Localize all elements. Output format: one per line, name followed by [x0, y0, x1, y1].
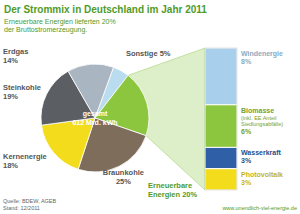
chart: Der Strommix in Deutschland im Jahr 2011…	[0, 0, 300, 214]
series-name: Wasserkraft	[241, 149, 281, 156]
subtitle: Erneuerbare Energien lieferten 20%der Br…	[4, 18, 116, 34]
center-label-line: 612 Mrd. kWh	[72, 119, 117, 126]
slice-label: Steinkohle19%	[3, 83, 41, 101]
series-label: Wasserkraft3%	[241, 149, 281, 164]
series-label: Biomasse(inkl. EE AnteilSiedlungsabfälle…	[241, 107, 283, 135]
series-label: Windenergie8%	[241, 50, 283, 65]
slice-value: 25%	[116, 177, 131, 186]
series-label: Photovoltaik3%	[241, 171, 283, 186]
slice-value: 14%	[3, 56, 18, 65]
slice-label: Braunkohle25%	[103, 168, 144, 186]
series-value: 6%	[241, 128, 252, 135]
date-note: Stand: 12/2011	[3, 205, 40, 211]
series-value: 3%	[241, 179, 252, 186]
slice-label: Sonstige 5%	[126, 49, 171, 58]
pie-slice	[68, 64, 113, 118]
center-label-line: gesamt	[83, 110, 108, 118]
slice-name: Braunkohle	[103, 168, 144, 177]
series-name: Siedlungsabfälle)	[241, 121, 283, 127]
slice-value: 5%	[160, 49, 171, 58]
series-name: Biomasse	[241, 107, 274, 114]
slice-value: 20%	[182, 190, 197, 199]
series-name: Windenergie	[241, 50, 283, 58]
bar-range-frame	[205, 48, 237, 190]
bar-group	[205, 48, 237, 190]
series-name: Photovoltaik	[241, 171, 283, 178]
slice-name: Steinkohle	[3, 83, 41, 92]
bar-segment	[205, 147, 237, 168]
pie	[41, 64, 149, 172]
subtitle-line: Erneuerbare Energien lieferten 20%	[4, 18, 116, 26]
center-label: gesamt612 Mrd. kWh	[72, 110, 117, 126]
slice-value: 18%	[3, 161, 18, 170]
slice-value: 19%	[3, 92, 18, 101]
series-value: 3%	[241, 157, 252, 164]
slice-name: Kernenergie	[3, 152, 47, 161]
slice-label: Erdgas14%	[3, 47, 28, 65]
series-value: 8%	[241, 58, 252, 65]
subtitle-line: der Bruttostromerzeugung.	[4, 26, 87, 34]
title: Der Strommix in Deutschland im Jahr 2011	[4, 4, 207, 15]
slice-name: Erdgas	[3, 47, 28, 56]
bar-segment	[205, 48, 237, 105]
slice-name: Energien	[148, 190, 182, 199]
slice-label: Kernenergie18%	[3, 152, 47, 170]
source: Quelle: BDEW, AGEB	[3, 198, 57, 204]
slice-name: Erneuerbare	[148, 181, 192, 190]
bar-segment	[205, 169, 237, 190]
slice-name: Sonstige	[126, 49, 160, 58]
slice-label: ErneuerbareEnergien 20%	[148, 181, 198, 199]
bar-segment	[205, 105, 237, 148]
url: www.unendlich-viel-energie.de	[221, 205, 297, 211]
